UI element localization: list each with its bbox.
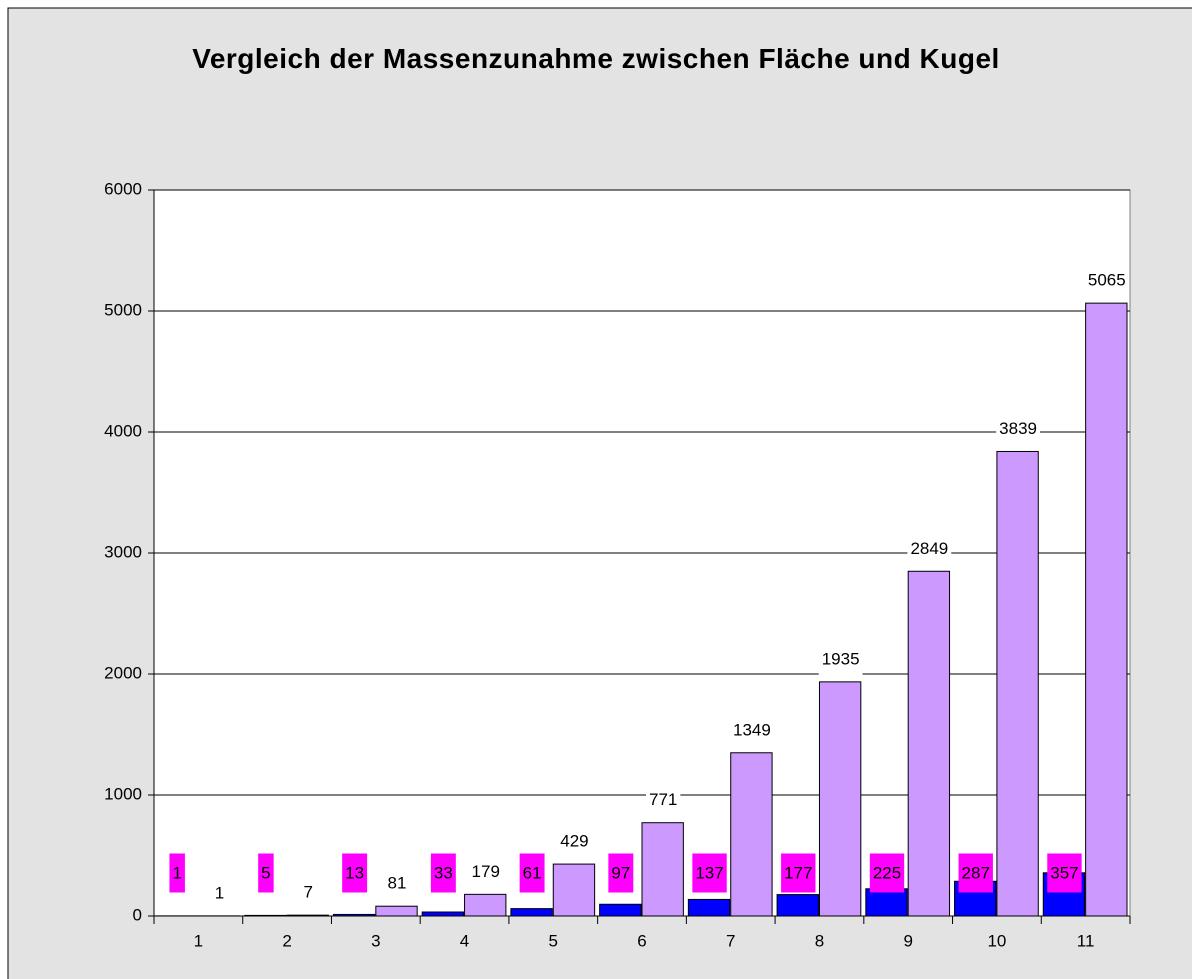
data-label: 1349 <box>733 720 771 739</box>
y-tick-label: 4000 <box>104 421 142 440</box>
data-label: 287 <box>962 863 990 882</box>
y-tick-label: 0 <box>133 905 142 924</box>
label-background <box>169 853 185 893</box>
y-tick-label: 6000 <box>104 179 142 198</box>
bar <box>375 905 418 917</box>
x-tick-label: 5 <box>549 931 558 950</box>
x-tick-label: 10 <box>987 931 1006 950</box>
data-label: 3839 <box>999 419 1037 438</box>
label-background <box>258 853 274 893</box>
data-label: 1 <box>215 883 224 902</box>
y-tick-label: 1000 <box>104 784 142 803</box>
label-background <box>1047 853 1082 893</box>
label-background <box>692 853 727 893</box>
bar <box>776 894 819 917</box>
label-background <box>645 780 681 820</box>
x-tick-label: 1 <box>194 931 203 950</box>
data-label: 7 <box>304 883 313 902</box>
x-tick-label: 8 <box>815 931 824 950</box>
data-label: 771 <box>649 790 677 809</box>
bar <box>332 913 376 917</box>
data-label: 357 <box>1050 863 1078 882</box>
data-label: 177 <box>784 863 812 882</box>
data-label: 1 <box>172 863 181 882</box>
data-label: 2849 <box>910 539 948 558</box>
x-tick-label: 4 <box>460 931 469 950</box>
bar <box>244 914 287 917</box>
y-tick-label: 5000 <box>104 300 142 319</box>
data-label: 5 <box>261 863 270 882</box>
label-background <box>430 853 456 893</box>
label-background <box>608 853 634 893</box>
data-label: 61 <box>523 863 542 882</box>
label-background <box>907 528 952 568</box>
x-tick-label: 9 <box>903 931 912 950</box>
y-tick-label: 2000 <box>104 663 142 682</box>
bar <box>865 888 908 917</box>
bar <box>996 450 1039 917</box>
bar <box>599 903 642 917</box>
label-background <box>519 853 545 893</box>
label-background <box>557 821 592 861</box>
bar <box>818 681 862 917</box>
bar <box>687 898 731 917</box>
label-background <box>384 863 410 903</box>
label-background <box>958 853 993 893</box>
label-background <box>781 853 816 893</box>
data-label: 1935 <box>822 649 860 668</box>
x-tick-label: 11 <box>1077 931 1095 950</box>
bar <box>1085 302 1128 917</box>
label-background <box>996 408 1041 448</box>
data-label: 33 <box>434 863 453 882</box>
data-label: 5065 <box>1088 271 1126 290</box>
bar <box>510 908 553 917</box>
label-background <box>342 853 368 893</box>
bar <box>421 911 465 917</box>
x-tick-label: 3 <box>371 931 380 950</box>
bar <box>552 863 596 917</box>
data-label: 13 <box>345 863 364 882</box>
data-label: 429 <box>560 832 588 851</box>
label-background <box>818 639 863 679</box>
data-label: 97 <box>611 863 630 882</box>
chart-title: Vergleich der Massenzunahme zwischen Flä… <box>192 43 1000 74</box>
bar <box>730 752 773 917</box>
x-tick-label: 2 <box>282 931 291 950</box>
label-background <box>468 851 503 891</box>
label-background <box>869 853 905 893</box>
bar <box>464 893 507 917</box>
bar <box>286 914 329 917</box>
x-tick-label: 6 <box>637 931 646 950</box>
y-tick-label: 3000 <box>104 542 142 561</box>
data-label: 81 <box>388 874 407 893</box>
bar <box>907 570 951 917</box>
label-background <box>300 872 317 912</box>
data-label: 225 <box>873 863 901 882</box>
label-background <box>729 710 774 750</box>
data-label: 137 <box>695 863 723 882</box>
label-background <box>1084 260 1129 300</box>
x-tick-label: 7 <box>726 931 735 950</box>
label-background <box>211 873 228 913</box>
bar <box>641 822 684 917</box>
data-label: 179 <box>472 862 500 881</box>
